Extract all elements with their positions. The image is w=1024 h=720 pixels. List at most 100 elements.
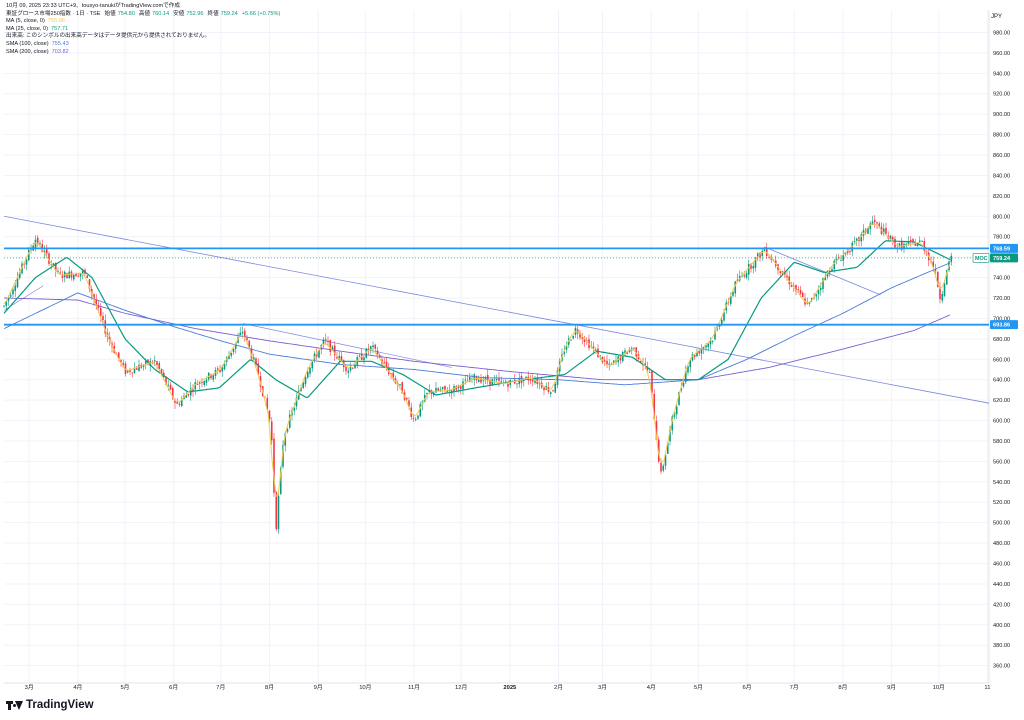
price-tag-label: 693.86: [993, 323, 1010, 329]
y-tick-label: 460.00: [993, 562, 1010, 568]
indicator-legend-item[interactable]: MA (25, close, 0) 757.71: [6, 26, 280, 34]
candle: [347, 368, 350, 379]
candle: [180, 395, 183, 408]
candle-body: [70, 271, 73, 278]
x-tick-label: 2月: [554, 684, 563, 691]
indicator-legend-item[interactable]: SMA (200, close) 703.82: [6, 49, 280, 57]
candle: [16, 271, 19, 289]
candle-body: [34, 239, 37, 248]
y-tick-label: 560.00: [993, 459, 1010, 465]
candle-body: [531, 379, 534, 382]
candle-body: [216, 368, 219, 370]
candle-body: [180, 399, 183, 407]
candle-body: [941, 293, 944, 301]
candle: [349, 362, 352, 373]
indicator-label: SMA (200, close): [6, 48, 49, 55]
sma100-line: [3, 262, 951, 386]
candle-body: [210, 374, 212, 378]
candle: [95, 293, 98, 310]
y-tick-label: 980.00: [993, 30, 1010, 36]
candle-body: [664, 454, 667, 466]
candle-body: [633, 347, 635, 349]
y-tick-label: 920.00: [993, 92, 1010, 98]
candle-body: [572, 335, 575, 339]
candle-body: [918, 240, 921, 242]
candle-body: [390, 373, 392, 375]
candle-body: [219, 369, 221, 372]
candle: [239, 327, 242, 337]
indicator-legend-item[interactable]: MA (5, close, 0) 755.06: [6, 18, 280, 26]
candle-body: [171, 388, 174, 399]
candle-body: [729, 295, 732, 304]
candle: [538, 380, 541, 390]
candle-body: [507, 383, 509, 387]
candle-body: [273, 438, 275, 493]
candle-body: [534, 380, 536, 383]
candle-body: [894, 238, 896, 248]
candle: [129, 367, 131, 375]
candle: [212, 374, 215, 383]
candle: [176, 398, 179, 405]
candle-body: [90, 288, 93, 295]
candle-body: [853, 241, 856, 242]
candle-body: [909, 239, 912, 241]
candle: [939, 282, 941, 304]
candle: [579, 329, 581, 340]
candle-body: [408, 400, 410, 407]
indicator-legend-item[interactable]: 出来高: このシンボルの出来高データはデータ提供元から提供されておりません。: [6, 33, 280, 41]
candle-body: [203, 380, 206, 386]
symbol-name[interactable]: 東証グロース市場250指数 · 1日 · TSE: [6, 10, 101, 17]
candle-body: [945, 270, 948, 285]
trendline-2025: [764, 246, 881, 296]
candle: [194, 378, 197, 396]
candle-body: [223, 362, 226, 370]
candle: [612, 359, 615, 365]
candle-body: [309, 367, 311, 374]
x-tick-label: 5月: [694, 684, 703, 691]
candle: [603, 356, 606, 366]
candle-body: [822, 278, 824, 290]
candle-body: [666, 442, 669, 454]
candle: [25, 258, 28, 271]
x-tick-label: 9月: [314, 684, 323, 691]
y-tick-label: 680.00: [993, 337, 1010, 343]
candle-body: [939, 287, 941, 300]
candle: [486, 369, 489, 385]
tradingview-brand[interactable]: TradingView: [6, 699, 94, 711]
candle: [801, 291, 804, 298]
candle-body: [77, 275, 80, 277]
candle-body: [651, 370, 653, 393]
candle-body: [243, 330, 246, 337]
indicator-legend-item[interactable]: SMA (100, close) 755.43: [6, 41, 280, 49]
candle-body: [482, 380, 485, 382]
candle-body: [907, 241, 910, 244]
candle-body: [936, 271, 939, 288]
created-line: 10月 09, 2025 23:33 UTC+9、tousyo-tanukiがT…: [6, 3, 180, 9]
candle-body: [122, 363, 125, 365]
candle: [108, 331, 111, 346]
candle: [365, 347, 368, 359]
candle: [657, 436, 660, 464]
candle-body: [763, 249, 766, 252]
candle: [513, 373, 516, 385]
x-tick-label: 12月: [455, 684, 467, 691]
candle-body: [97, 305, 100, 308]
candle-body: [187, 394, 190, 396]
candle-body: [354, 364, 356, 369]
candle: [624, 347, 626, 356]
price-tag-bg: [990, 320, 1018, 330]
candle-body: [435, 387, 437, 393]
candle: [891, 235, 894, 245]
candle-body: [669, 429, 671, 442]
candle-body: [592, 346, 595, 349]
candle-body: [689, 360, 692, 368]
candle: [376, 347, 379, 359]
y-tick-label: 380.00: [993, 643, 1010, 649]
candle-body: [585, 340, 588, 341]
candle-body: [849, 251, 851, 253]
candle-body: [201, 382, 203, 384]
candle-body: [464, 379, 467, 381]
candle-body: [135, 368, 138, 370]
candle-body: [711, 341, 714, 342]
